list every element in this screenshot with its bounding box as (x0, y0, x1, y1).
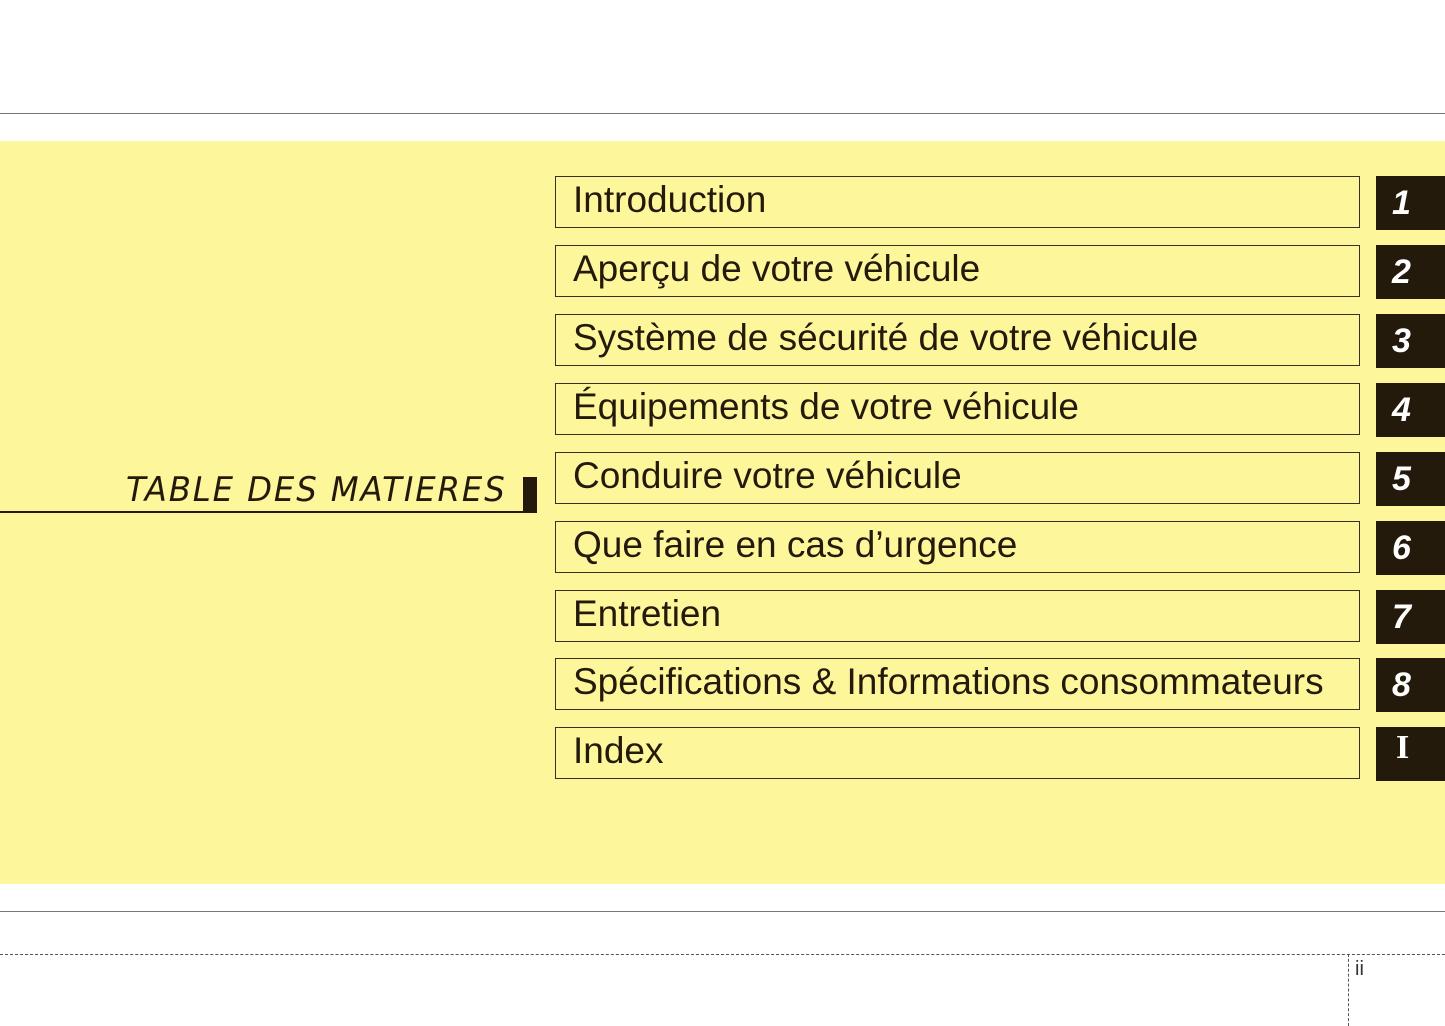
title-marker (523, 477, 537, 513)
chapter-tab[interactable]: 1 (1376, 176, 1445, 230)
toc-entry[interactable]: Équipements de votre véhicule (555, 383, 1360, 435)
top-rule (0, 113, 1445, 114)
chapter-number: 6 (1392, 529, 1411, 567)
chapter-number: 2 (1392, 253, 1411, 291)
chapter-tab[interactable]: 2 (1376, 245, 1445, 299)
toc-entry-label: Système de sécurité de votre véhicule (573, 317, 1199, 358)
toc-entry-label: Aperçu de votre véhicule (573, 248, 981, 289)
toc-entry[interactable]: Conduire votre véhicule (555, 452, 1360, 504)
chapter-number: 8 (1392, 666, 1411, 704)
chapter-tab[interactable]: 6 (1376, 521, 1445, 575)
chapter-number: 4 (1392, 391, 1411, 429)
chapter-number: 1 (1392, 184, 1411, 222)
toc-entry[interactable]: Spécifications & Informations consommate… (555, 658, 1360, 710)
bottom-rule (0, 911, 1445, 912)
title-underline (0, 511, 537, 513)
toc-entry[interactable]: Aperçu de votre véhicule (555, 245, 1360, 297)
toc-entry[interactable]: Entretien (555, 590, 1360, 642)
chapter-tab[interactable]: 4 (1376, 383, 1445, 437)
chapter-tab[interactable]: 8 (1376, 658, 1445, 712)
toc-entry-label: Conduire votre véhicule (573, 455, 962, 496)
chapter-tab[interactable]: 7 (1376, 590, 1445, 644)
toc-entry-label: Que faire en cas d’urgence (573, 524, 1018, 565)
toc-entry-label: Introduction (573, 179, 767, 220)
toc-entry-label: Entretien (573, 593, 722, 634)
chapter-number: I (1396, 729, 1410, 766)
toc-entry-label: Équipements de votre véhicule (573, 386, 1079, 427)
chapter-tab[interactable]: I (1376, 727, 1445, 781)
toc-entry[interactable]: Introduction (555, 176, 1360, 228)
toc-entry[interactable]: Index (555, 727, 1360, 779)
page-title: TABLE DES MATIERES (126, 470, 507, 510)
toc-entry[interactable]: Système de sécurité de votre véhicule (555, 314, 1360, 366)
chapter-number: 5 (1392, 460, 1411, 498)
page-number: ii (1355, 958, 1364, 980)
chapter-tab[interactable]: 3 (1376, 314, 1445, 368)
toc-entry[interactable]: Que faire en cas d’urgence (555, 521, 1360, 573)
toc-entry-label: Spécifications & Informations consommate… (573, 661, 1324, 702)
chapter-tab[interactable]: 5 (1376, 452, 1445, 506)
chapter-number: 7 (1392, 598, 1411, 636)
cut-line (0, 954, 1445, 955)
toc-entry-label: Index (573, 730, 664, 771)
cut-line-vertical (1348, 954, 1349, 1026)
chapter-number: 3 (1392, 322, 1411, 360)
